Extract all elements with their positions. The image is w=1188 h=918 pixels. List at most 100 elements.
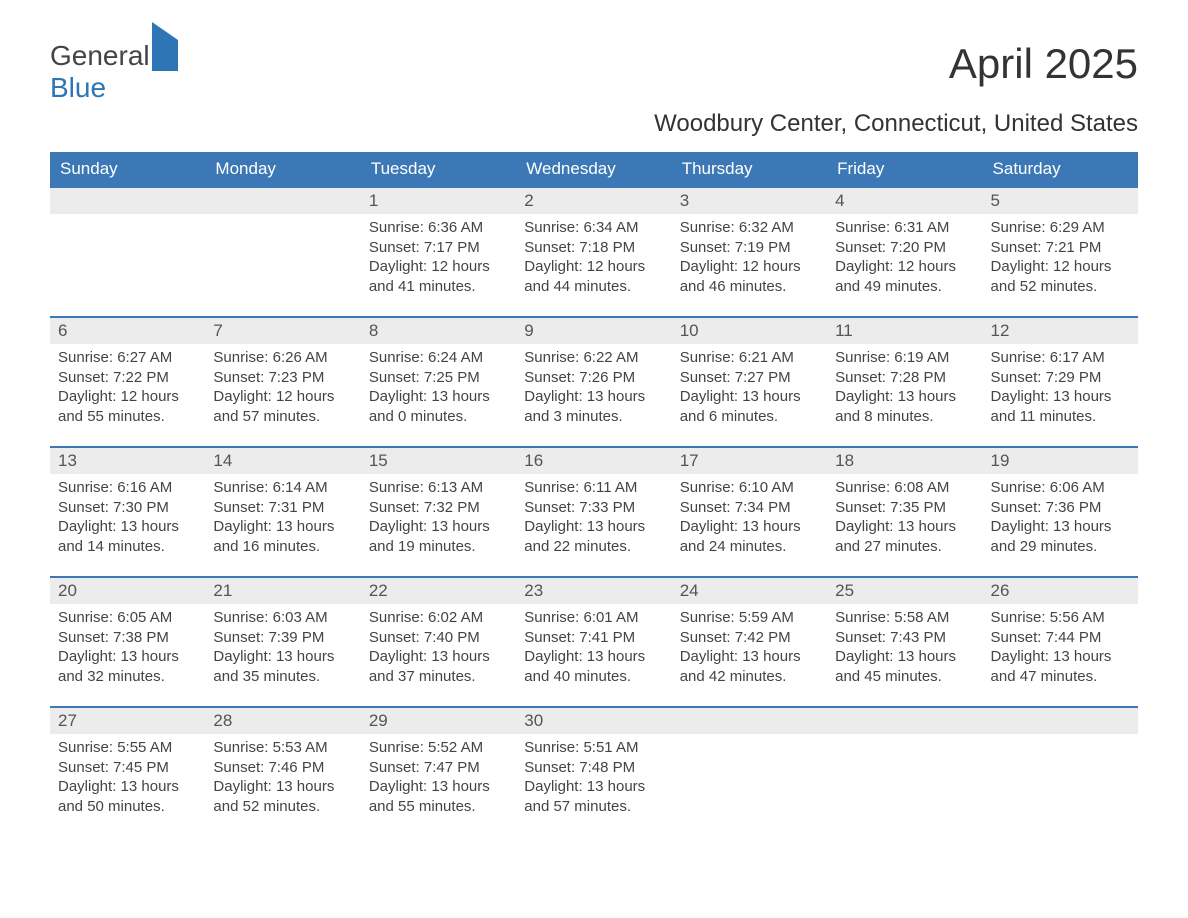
sunset-line: Sunset: 7:42 PM xyxy=(680,628,819,648)
day-number xyxy=(672,708,827,734)
day-number: 14 xyxy=(205,448,360,474)
daylight-line: Daylight: 13 hours and 57 minutes. xyxy=(524,777,663,816)
sunset-line: Sunset: 7:18 PM xyxy=(524,238,663,258)
day-body: Sunrise: 6:29 AMSunset: 7:21 PMDaylight:… xyxy=(983,214,1138,308)
sunset-line: Sunset: 7:33 PM xyxy=(524,498,663,518)
week-row: 6Sunrise: 6:27 AMSunset: 7:22 PMDaylight… xyxy=(50,316,1138,446)
day-number xyxy=(827,708,982,734)
daylight-line: Daylight: 13 hours and 55 minutes. xyxy=(369,777,508,816)
sunrise-line: Sunrise: 6:10 AM xyxy=(680,478,819,498)
day-number: 7 xyxy=(205,318,360,344)
sunrise-line: Sunrise: 6:13 AM xyxy=(369,478,508,498)
day-cell: 18Sunrise: 6:08 AMSunset: 7:35 PMDayligh… xyxy=(827,448,982,576)
day-body: Sunrise: 5:59 AMSunset: 7:42 PMDaylight:… xyxy=(672,604,827,698)
daylight-line: Daylight: 13 hours and 47 minutes. xyxy=(991,647,1130,686)
day-cell xyxy=(827,708,982,836)
sunrise-line: Sunrise: 6:05 AM xyxy=(58,608,197,628)
daylight-line: Daylight: 12 hours and 44 minutes. xyxy=(524,257,663,296)
day-cell: 6Sunrise: 6:27 AMSunset: 7:22 PMDaylight… xyxy=(50,318,205,446)
sunrise-line: Sunrise: 6:34 AM xyxy=(524,218,663,238)
sunset-line: Sunset: 7:23 PM xyxy=(213,368,352,388)
day-number: 4 xyxy=(827,188,982,214)
day-cell: 13Sunrise: 6:16 AMSunset: 7:30 PMDayligh… xyxy=(50,448,205,576)
day-body: Sunrise: 6:22 AMSunset: 7:26 PMDaylight:… xyxy=(516,344,671,438)
day-body: Sunrise: 5:56 AMSunset: 7:44 PMDaylight:… xyxy=(983,604,1138,698)
day-number: 18 xyxy=(827,448,982,474)
sunset-line: Sunset: 7:32 PM xyxy=(369,498,508,518)
day-cell: 25Sunrise: 5:58 AMSunset: 7:43 PMDayligh… xyxy=(827,578,982,706)
day-number: 20 xyxy=(50,578,205,604)
day-number: 17 xyxy=(672,448,827,474)
day-number xyxy=(205,188,360,214)
sunrise-line: Sunrise: 5:55 AM xyxy=(58,738,197,758)
sunset-line: Sunset: 7:34 PM xyxy=(680,498,819,518)
sunset-line: Sunset: 7:20 PM xyxy=(835,238,974,258)
daylight-line: Daylight: 13 hours and 27 minutes. xyxy=(835,517,974,556)
sunset-line: Sunset: 7:27 PM xyxy=(680,368,819,388)
day-cell xyxy=(983,708,1138,836)
week-row: 27Sunrise: 5:55 AMSunset: 7:45 PMDayligh… xyxy=(50,706,1138,836)
day-cell: 3Sunrise: 6:32 AMSunset: 7:19 PMDaylight… xyxy=(672,188,827,316)
daylight-line: Daylight: 13 hours and 14 minutes. xyxy=(58,517,197,556)
sunset-line: Sunset: 7:44 PM xyxy=(991,628,1130,648)
sunrise-line: Sunrise: 6:06 AM xyxy=(991,478,1130,498)
day-cell: 28Sunrise: 5:53 AMSunset: 7:46 PMDayligh… xyxy=(205,708,360,836)
day-cell: 12Sunrise: 6:17 AMSunset: 7:29 PMDayligh… xyxy=(983,318,1138,446)
sunrise-line: Sunrise: 6:17 AM xyxy=(991,348,1130,368)
sunset-line: Sunset: 7:47 PM xyxy=(369,758,508,778)
sunset-line: Sunset: 7:17 PM xyxy=(369,238,508,258)
sunset-line: Sunset: 7:21 PM xyxy=(991,238,1130,258)
sunset-line: Sunset: 7:41 PM xyxy=(524,628,663,648)
daylight-line: Daylight: 13 hours and 22 minutes. xyxy=(524,517,663,556)
sunrise-line: Sunrise: 6:27 AM xyxy=(58,348,197,368)
day-cell: 2Sunrise: 6:34 AMSunset: 7:18 PMDaylight… xyxy=(516,188,671,316)
day-cell: 22Sunrise: 6:02 AMSunset: 7:40 PMDayligh… xyxy=(361,578,516,706)
day-cell: 1Sunrise: 6:36 AMSunset: 7:17 PMDaylight… xyxy=(361,188,516,316)
day-body: Sunrise: 6:06 AMSunset: 7:36 PMDaylight:… xyxy=(983,474,1138,568)
dow-cell: Sunday xyxy=(50,152,205,186)
day-cell: 27Sunrise: 5:55 AMSunset: 7:45 PMDayligh… xyxy=(50,708,205,836)
sunset-line: Sunset: 7:22 PM xyxy=(58,368,197,388)
day-body: Sunrise: 6:19 AMSunset: 7:28 PMDaylight:… xyxy=(827,344,982,438)
day-body: Sunrise: 6:08 AMSunset: 7:35 PMDaylight:… xyxy=(827,474,982,568)
sunrise-line: Sunrise: 6:36 AM xyxy=(369,218,508,238)
daylight-line: Daylight: 12 hours and 46 minutes. xyxy=(680,257,819,296)
dow-cell: Friday xyxy=(827,152,982,186)
day-body: Sunrise: 6:02 AMSunset: 7:40 PMDaylight:… xyxy=(361,604,516,698)
daylight-line: Daylight: 13 hours and 42 minutes. xyxy=(680,647,819,686)
daylight-line: Daylight: 12 hours and 57 minutes. xyxy=(213,387,352,426)
day-cell: 9Sunrise: 6:22 AMSunset: 7:26 PMDaylight… xyxy=(516,318,671,446)
day-body: Sunrise: 6:14 AMSunset: 7:31 PMDaylight:… xyxy=(205,474,360,568)
day-cell: 30Sunrise: 5:51 AMSunset: 7:48 PMDayligh… xyxy=(516,708,671,836)
daylight-line: Daylight: 13 hours and 11 minutes. xyxy=(991,387,1130,426)
sunset-line: Sunset: 7:28 PM xyxy=(835,368,974,388)
day-number: 9 xyxy=(516,318,671,344)
day-number: 5 xyxy=(983,188,1138,214)
day-number: 30 xyxy=(516,708,671,734)
sunrise-line: Sunrise: 5:53 AM xyxy=(213,738,352,758)
day-cell: 11Sunrise: 6:19 AMSunset: 7:28 PMDayligh… xyxy=(827,318,982,446)
day-cell: 4Sunrise: 6:31 AMSunset: 7:20 PMDaylight… xyxy=(827,188,982,316)
sunrise-line: Sunrise: 6:31 AM xyxy=(835,218,974,238)
day-body: Sunrise: 6:17 AMSunset: 7:29 PMDaylight:… xyxy=(983,344,1138,438)
day-body: Sunrise: 6:31 AMSunset: 7:20 PMDaylight:… xyxy=(827,214,982,308)
sunset-line: Sunset: 7:36 PM xyxy=(991,498,1130,518)
day-number: 25 xyxy=(827,578,982,604)
day-number: 15 xyxy=(361,448,516,474)
day-number: 13 xyxy=(50,448,205,474)
sunset-line: Sunset: 7:46 PM xyxy=(213,758,352,778)
day-body: Sunrise: 5:51 AMSunset: 7:48 PMDaylight:… xyxy=(516,734,671,828)
sunrise-line: Sunrise: 6:01 AM xyxy=(524,608,663,628)
dow-header-row: SundayMondayTuesdayWednesdayThursdayFrid… xyxy=(50,152,1138,186)
daylight-line: Daylight: 13 hours and 19 minutes. xyxy=(369,517,508,556)
daylight-line: Daylight: 13 hours and 35 minutes. xyxy=(213,647,352,686)
logo: General Blue xyxy=(50,40,178,104)
day-cell xyxy=(205,188,360,316)
day-cell: 5Sunrise: 6:29 AMSunset: 7:21 PMDaylight… xyxy=(983,188,1138,316)
day-body: Sunrise: 5:52 AMSunset: 7:47 PMDaylight:… xyxy=(361,734,516,828)
sunrise-line: Sunrise: 6:26 AM xyxy=(213,348,352,368)
sunset-line: Sunset: 7:19 PM xyxy=(680,238,819,258)
sunrise-line: Sunrise: 6:11 AM xyxy=(524,478,663,498)
day-body: Sunrise: 6:36 AMSunset: 7:17 PMDaylight:… xyxy=(361,214,516,308)
sunset-line: Sunset: 7:30 PM xyxy=(58,498,197,518)
